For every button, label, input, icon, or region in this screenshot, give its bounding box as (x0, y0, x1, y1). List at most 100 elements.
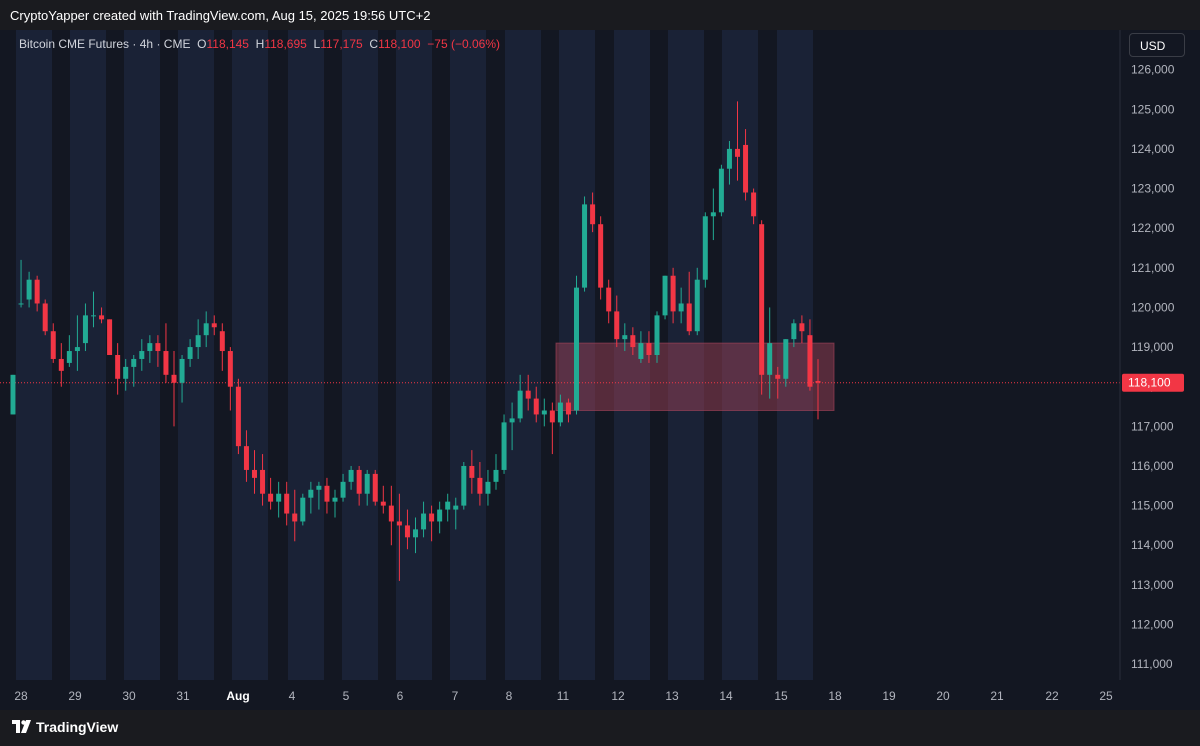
candle-body (735, 148, 740, 157)
price-tick-label: 113,000 (1131, 578, 1174, 592)
high-value: 118,695 (264, 37, 307, 51)
time-tick-label: 6 (397, 689, 404, 703)
candle-body (694, 279, 700, 332)
candle-body (115, 355, 121, 379)
candle-body (195, 335, 201, 348)
tradingview-logo-icon (12, 720, 31, 733)
candle-body (646, 343, 652, 355)
candle-body (718, 168, 724, 213)
candle-body (356, 469, 362, 494)
supply-demand-zone[interactable] (555, 342, 835, 411)
currency-button[interactable]: USD (1129, 33, 1185, 57)
open-value: 118,145 (206, 37, 249, 51)
candle-body (469, 465, 475, 478)
candle-body (34, 279, 40, 304)
exchange: CME (163, 37, 191, 51)
candle-body (783, 339, 789, 379)
candle-body (517, 390, 523, 419)
candle-body (91, 315, 96, 317)
candle-body (179, 358, 185, 383)
time-tick-label: 21 (990, 689, 1004, 703)
candle-body (18, 303, 24, 305)
candle-body (171, 374, 177, 383)
candle-body (332, 497, 338, 502)
time-tick-label: 5 (343, 689, 350, 703)
candle-body (66, 351, 72, 363)
session-band (70, 30, 106, 680)
candle-body (82, 315, 88, 344)
candle-body (582, 204, 588, 288)
candle-body (388, 505, 394, 522)
candle-body (155, 343, 161, 352)
price-tick-label: 116,000 (1131, 459, 1174, 473)
time-tick-label: 31 (176, 689, 190, 703)
candle-body (509, 418, 515, 423)
time-tick-label: 13 (665, 689, 679, 703)
candle-body (606, 287, 612, 312)
price-tick-label: 114,000 (1131, 538, 1174, 552)
time-tick-label: 11 (557, 689, 570, 703)
session-band (16, 30, 52, 680)
price-tick-label: 112,000 (1131, 618, 1174, 632)
candle-body (670, 275, 676, 312)
candle-body (799, 323, 805, 332)
time-tick-label: 18 (828, 689, 842, 703)
symbol-name: Bitcoin CME Futures (19, 37, 130, 51)
candle-body (372, 473, 378, 502)
brand[interactable]: TradingView (12, 719, 118, 735)
candle-body (429, 513, 435, 522)
candle-body (26, 279, 32, 300)
candle-body (638, 343, 644, 359)
candle-body (147, 343, 153, 352)
symbol-legend: Bitcoin CME Futures · 4h · CME O118,145 … (19, 37, 500, 51)
time-tick-label: 30 (122, 689, 136, 703)
time-tick-label: 7 (452, 689, 459, 703)
price-tick-label: 126,000 (1131, 63, 1175, 77)
candle-body (598, 224, 604, 288)
price-tick-label: 111,000 (1131, 657, 1173, 671)
interval: 4h (139, 37, 154, 51)
session-band (777, 30, 813, 680)
bottom-bar (0, 710, 1200, 746)
close-label: C (369, 37, 379, 51)
candle-body (541, 410, 547, 415)
candle-body (485, 481, 491, 494)
candle-body (252, 469, 257, 478)
time-tick-label: 15 (774, 689, 788, 703)
price-tick-label: 120,000 (1131, 300, 1175, 314)
candle-body (316, 485, 322, 490)
candle-body (187, 347, 193, 359)
legend-sep-2: · (156, 37, 161, 51)
time-tick-label: 4 (289, 689, 296, 703)
last-price-tag-text: 118,100 (1128, 376, 1171, 390)
time-tick-label: 8 (506, 689, 513, 703)
candle-body (630, 335, 636, 348)
price-tick-label: 115,000 (1131, 499, 1174, 513)
price-chart[interactable]: 111,000 112,000 113,000 114,000 115,000 116,0… (0, 30, 1200, 710)
candle-body (123, 366, 129, 379)
candle-body (590, 204, 596, 225)
time-tick-label: 29 (68, 689, 82, 703)
candle-body (300, 497, 306, 522)
candle-body (533, 398, 539, 415)
candle-body (574, 287, 579, 411)
candle-body (759, 224, 765, 375)
candle-body (726, 148, 732, 169)
candle-body (622, 335, 628, 340)
candle-body (662, 275, 668, 316)
candle-body (324, 485, 330, 502)
time-axis: 28 29 30 31 Aug 4 5 6 7 8 11 12 13 14 15 18 19 20 21 22 25 (14, 689, 1113, 703)
candle-body (284, 493, 290, 514)
session-band (614, 30, 650, 680)
time-tick-label: 19 (882, 689, 896, 703)
candle-body (42, 303, 48, 332)
candle-body (791, 323, 797, 340)
candle-body (211, 323, 217, 328)
candle-body (227, 351, 233, 387)
candle-body (107, 319, 113, 355)
candle-body (461, 465, 467, 506)
candle-body (260, 469, 266, 494)
candle-body (767, 343, 773, 375)
candle-body (421, 513, 427, 530)
candle-body (219, 331, 225, 352)
